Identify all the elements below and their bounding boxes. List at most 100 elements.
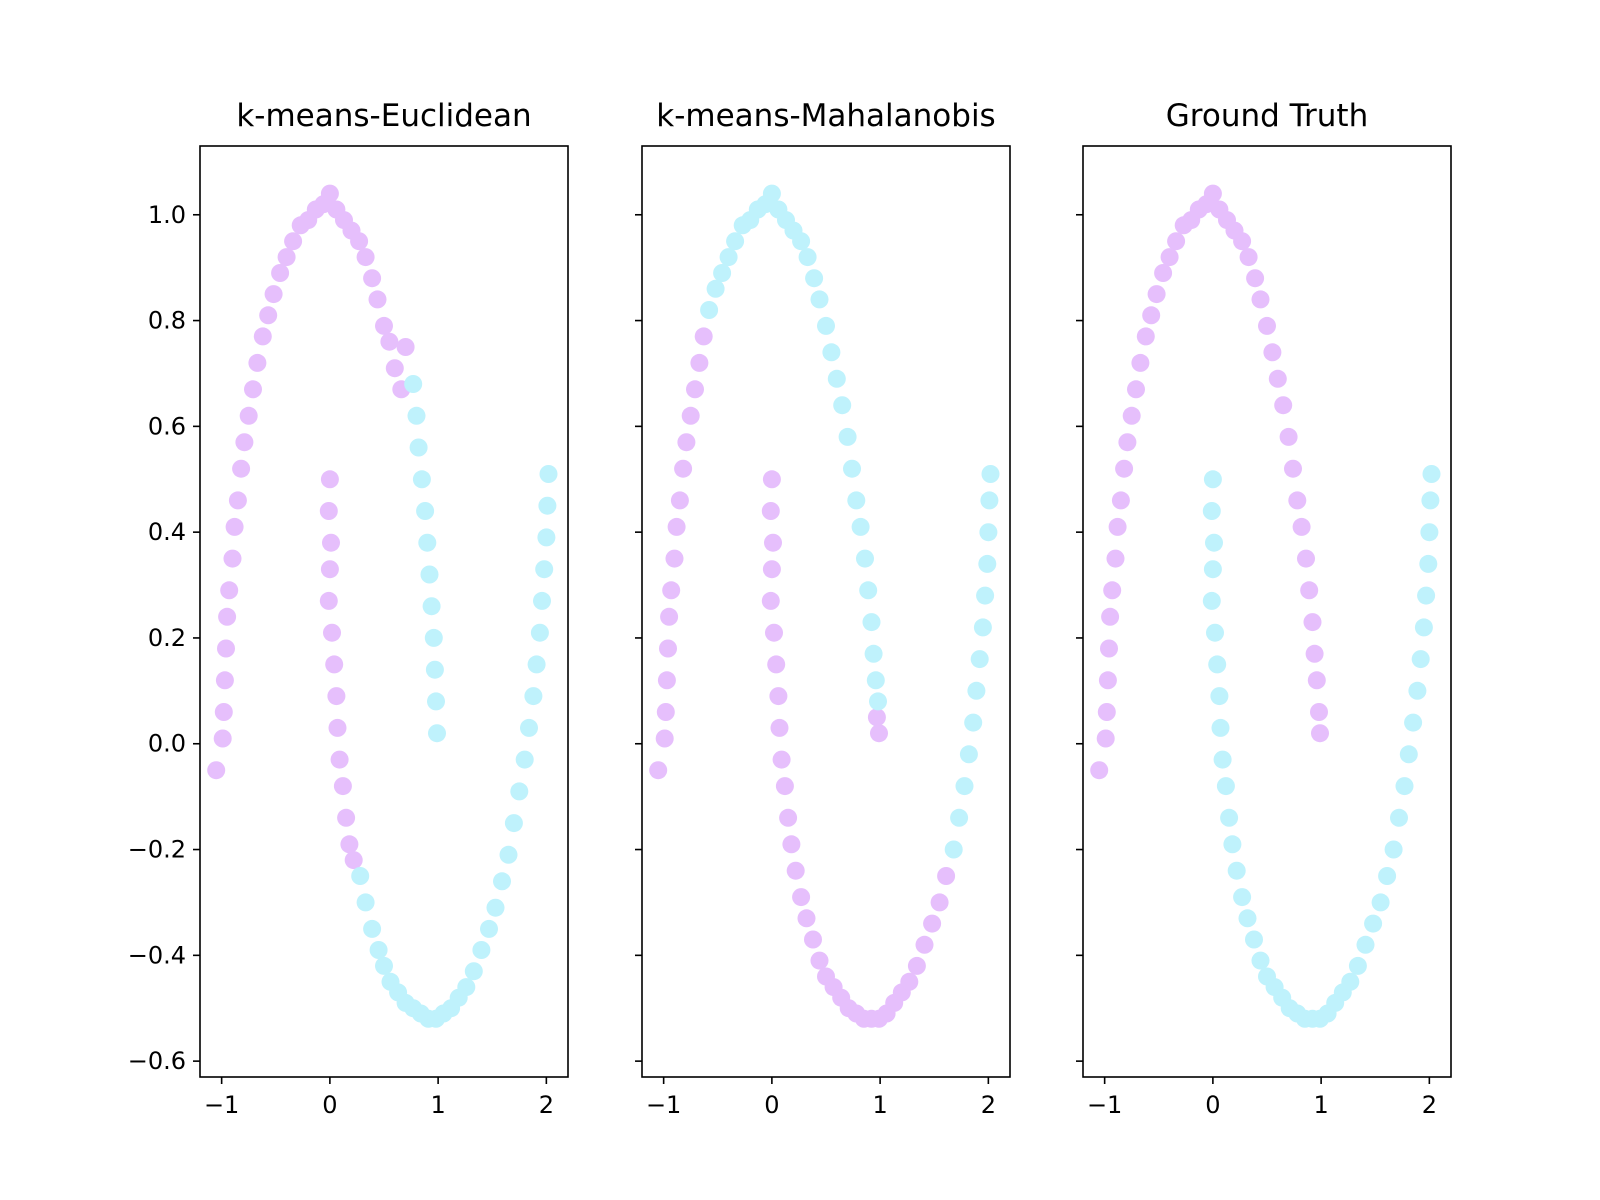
scatter-point (424, 628, 443, 647)
scatter-point (870, 724, 888, 743)
scatter-point (1239, 248, 1258, 267)
scatter-point (1390, 808, 1408, 827)
scatter-point (792, 232, 811, 251)
scatter-point (681, 406, 700, 425)
scatter-point (319, 591, 338, 610)
y-tick-label: 1.0 (148, 201, 186, 229)
scatter-point (761, 502, 780, 520)
scatter-point (1341, 972, 1360, 991)
scatter-point (1210, 687, 1229, 706)
scatter-point (817, 316, 835, 335)
scatter-point (1108, 517, 1127, 536)
scatter-point (1268, 369, 1287, 388)
scatter-point (1206, 623, 1224, 642)
scatter-point (217, 639, 235, 658)
scatter-point (538, 496, 557, 515)
scatter-point (422, 597, 441, 616)
scatter-point (218, 607, 237, 626)
scatter-point (416, 502, 435, 520)
scatter-point (1154, 264, 1173, 282)
scatter-point (472, 941, 491, 959)
scatter-point (779, 808, 798, 827)
scatter-point (277, 248, 296, 267)
scatter-point (1160, 248, 1179, 267)
scatter-point (344, 851, 363, 870)
scatter-point (428, 724, 446, 743)
scatter-point (425, 660, 444, 679)
scatter-point (764, 533, 782, 552)
chart-title: Ground Truth (1166, 98, 1368, 134)
scatter-point (713, 264, 732, 282)
scatter-point (1399, 745, 1418, 764)
scatter-point (1274, 396, 1293, 415)
scatter-point (320, 470, 339, 489)
scatter-point (762, 560, 781, 579)
scatter-point (333, 777, 352, 796)
scatter-point (225, 517, 244, 536)
x-tick-label: 0 (764, 1091, 779, 1119)
scatter-point (271, 264, 290, 282)
scatter-point (1096, 729, 1115, 748)
scatter-point (869, 692, 887, 711)
scatter-point (804, 930, 822, 949)
scatter-point (1131, 353, 1150, 372)
scatter-point (1202, 591, 1221, 610)
scatter-point (380, 332, 399, 351)
x-tick-label: 2 (1422, 1091, 1437, 1119)
scatter-point (1208, 655, 1227, 674)
scatter-point (726, 232, 745, 251)
scatter-point (937, 867, 956, 885)
scatter-point (524, 687, 543, 706)
scatter-point (1238, 909, 1257, 928)
scatter-point (412, 470, 431, 489)
scatter-point (1420, 523, 1439, 542)
scatter-point (207, 761, 226, 780)
scatter-point (867, 708, 886, 727)
scatter-point (923, 914, 942, 933)
scatter-point (1395, 777, 1414, 796)
scatter-point (464, 962, 483, 981)
scatter-point (363, 269, 382, 288)
scatter-point (761, 591, 780, 610)
scatter-point (1279, 427, 1298, 446)
x-tick-label: 2 (539, 1091, 554, 1119)
scatter-point (1203, 560, 1222, 579)
scatter-point (915, 935, 934, 954)
scatter-point (674, 459, 693, 478)
scatter-point (767, 655, 786, 674)
scatter-point (427, 692, 445, 711)
scatter-point (772, 750, 791, 769)
scatter-point (530, 623, 549, 642)
scatter-point (782, 835, 801, 854)
chart-title: k-means-Euclidean (236, 98, 531, 134)
scatter-point (690, 353, 709, 372)
scatter-point (833, 396, 852, 415)
scatter-point (719, 248, 738, 267)
scatter-point (950, 808, 969, 827)
scatter-point (1246, 269, 1265, 288)
scatter-point (1202, 502, 1221, 520)
scatter-point (1115, 459, 1134, 478)
chart-title: k-means-Mahalanobis (656, 98, 995, 134)
scatter-point (1142, 306, 1161, 325)
scatter-point (907, 956, 926, 975)
scatter-point (1404, 713, 1423, 732)
scatter-point (1101, 607, 1120, 626)
scatter-point (1127, 380, 1145, 399)
scatter-point (1098, 671, 1117, 690)
x-tick-label: 1 (430, 1091, 445, 1119)
scatter-point (319, 502, 338, 520)
x-tick-label: 0 (322, 1091, 337, 1119)
scatter-point (1103, 581, 1122, 600)
scatter-point (457, 978, 476, 997)
scatter-point (533, 591, 551, 610)
scatter-point (847, 491, 866, 510)
scatter-point (351, 867, 370, 885)
scatter-point (1311, 724, 1329, 743)
scatter-point (1421, 491, 1440, 510)
scatter-point (1303, 613, 1322, 632)
scatter-point (1378, 867, 1397, 885)
scatter-point (655, 729, 674, 748)
scatter-point (656, 703, 675, 721)
scatter-point (770, 718, 789, 737)
